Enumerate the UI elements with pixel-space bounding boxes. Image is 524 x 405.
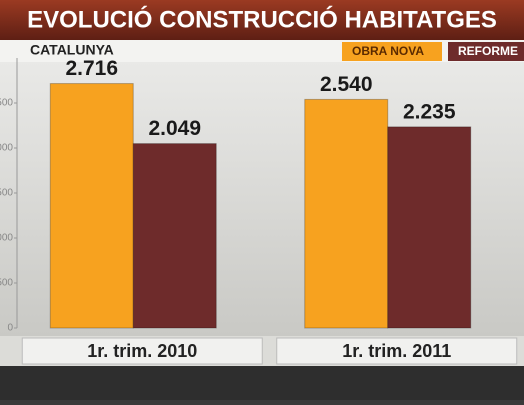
legend: OBRA NOVA REFORME xyxy=(342,42,524,61)
value-label: 2.540 xyxy=(320,73,373,96)
category-box xyxy=(276,337,518,365)
y-tick-label: 1500 xyxy=(0,188,13,199)
value-label: 2.235 xyxy=(403,100,456,123)
title-band xyxy=(0,0,524,40)
bar xyxy=(387,126,472,329)
y-tick-label: 2000 xyxy=(0,143,13,154)
y-tick-label: 500 xyxy=(0,278,13,289)
bottom-band xyxy=(0,366,524,400)
legend-label: OBRA NOVA xyxy=(352,44,424,58)
y-tick-label: 1000 xyxy=(0,233,13,244)
chart-title: EVOLUCIÓ CONSTRUCCIÓ HABITATGES xyxy=(27,5,497,33)
y-tick-label: 2500 xyxy=(0,98,13,109)
bar xyxy=(49,83,134,329)
value-label: 2.716 xyxy=(65,57,118,80)
legend-swatch xyxy=(342,42,442,61)
legend-swatch xyxy=(448,42,524,61)
chart-subtitle: CATALUNYA xyxy=(30,42,114,58)
x-tick-label: 1r. trim. 2011 xyxy=(342,341,451,361)
category-box xyxy=(21,337,263,365)
bar xyxy=(304,98,389,329)
legend-label: REFORME xyxy=(458,44,518,58)
bar xyxy=(132,143,217,329)
x-tick-label: 1r. trim. 2010 xyxy=(87,341,197,361)
y-tick-label: 0 xyxy=(7,323,13,334)
value-label: 2.049 xyxy=(148,117,201,140)
